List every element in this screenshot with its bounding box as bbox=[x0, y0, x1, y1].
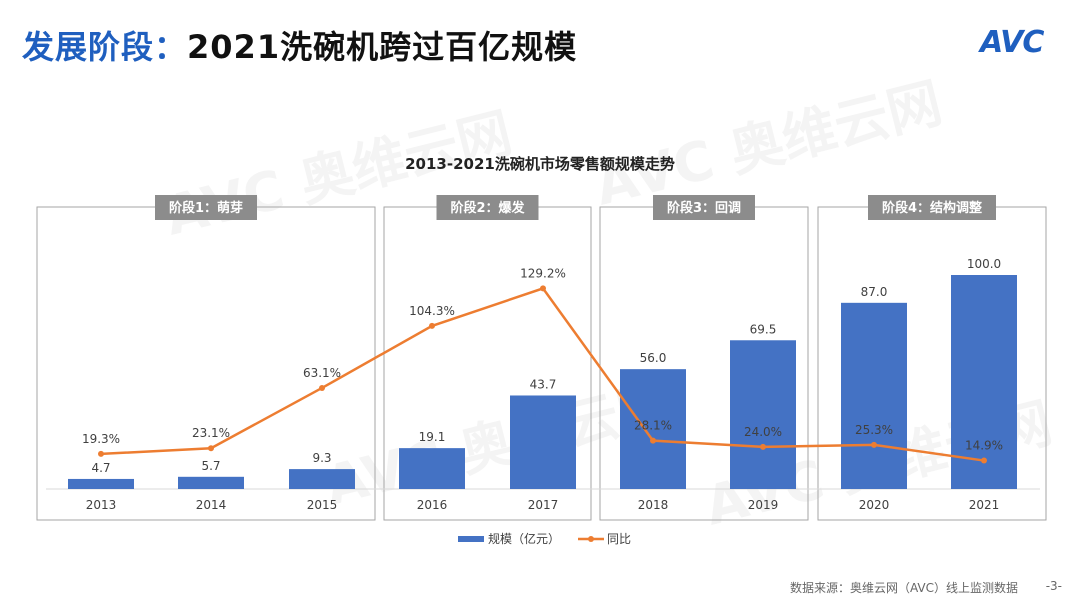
bar bbox=[730, 340, 796, 489]
bar bbox=[68, 478, 134, 489]
stage-label-bg bbox=[653, 195, 755, 220]
bar bbox=[841, 302, 907, 489]
legend-bar-label: 规模（亿元） bbox=[488, 531, 560, 546]
x-tick-label: 2015 bbox=[307, 498, 338, 512]
yoy-point bbox=[540, 285, 546, 292]
legend-line-label: 同比 bbox=[607, 532, 631, 546]
chart-title: 2013-2021洗碗机市场零售额规模走势 bbox=[405, 155, 675, 173]
stage-label-bg bbox=[436, 195, 539, 220]
yoy-point bbox=[760, 443, 766, 450]
yoy-point bbox=[208, 445, 214, 452]
yoy-value-label: 63.1% bbox=[303, 366, 341, 380]
bar bbox=[510, 395, 576, 489]
bar bbox=[951, 275, 1017, 489]
x-tick-label: 2017 bbox=[528, 498, 559, 512]
yoy-point bbox=[981, 457, 987, 464]
bar-value-label: 56.0 bbox=[640, 351, 667, 365]
legend-bar-swatch bbox=[458, 536, 484, 542]
yoy-value-label: 104.3% bbox=[409, 304, 455, 318]
stage-label-bg bbox=[155, 195, 257, 220]
yoy-value-label: 129.2% bbox=[520, 266, 566, 280]
yoy-point bbox=[429, 322, 435, 329]
bar-value-label: 9.3 bbox=[312, 451, 331, 465]
legend-line-marker bbox=[588, 536, 594, 542]
yoy-value-label: 23.1% bbox=[192, 426, 230, 440]
page-title-prefix: 发展阶段： bbox=[22, 28, 188, 66]
x-tick-label: 2018 bbox=[638, 498, 669, 512]
bar-value-label: 100.0 bbox=[967, 257, 1001, 271]
x-tick-label: 2020 bbox=[859, 498, 890, 512]
bar-value-label: 69.5 bbox=[750, 322, 777, 336]
yoy-value-label: 14.9% bbox=[965, 439, 1003, 453]
page-number: -3- bbox=[1045, 579, 1062, 593]
bar-value-label: 87.0 bbox=[861, 285, 888, 299]
x-tick-label: 2021 bbox=[969, 498, 1000, 512]
yoy-point bbox=[98, 450, 104, 457]
x-tick-label: 2014 bbox=[196, 498, 227, 512]
avc-logo: AVC bbox=[980, 25, 1044, 60]
bar bbox=[399, 448, 465, 489]
bar-value-label: 5.7 bbox=[201, 459, 220, 473]
yoy-value-label: 19.3% bbox=[82, 432, 120, 446]
x-tick-label: 2013 bbox=[86, 498, 117, 512]
yoy-value-label: 28.1% bbox=[634, 419, 672, 433]
yoy-point bbox=[871, 441, 877, 448]
stage-label: 阶段4：结构调整 bbox=[882, 200, 983, 216]
bar bbox=[178, 476, 244, 489]
x-tick-label: 2016 bbox=[417, 498, 448, 512]
yoy-value-label: 24.0% bbox=[744, 425, 782, 439]
bar bbox=[289, 469, 355, 489]
stage-label: 阶段2：爆发 bbox=[450, 200, 525, 216]
stage-label: 阶段1：萌芽 bbox=[169, 200, 243, 216]
stage-label-bg bbox=[868, 195, 996, 220]
yoy-value-label: 25.3% bbox=[855, 423, 893, 437]
bar-value-label: 4.7 bbox=[91, 461, 110, 475]
bar bbox=[620, 369, 686, 489]
yoy-point bbox=[319, 384, 325, 391]
yoy-point bbox=[650, 437, 656, 444]
x-tick-label: 2019 bbox=[748, 498, 779, 512]
bar-value-label: 43.7 bbox=[530, 377, 557, 391]
page-title-main: 2021洗碗机跨过百亿规模 bbox=[187, 28, 578, 66]
stage-label: 阶段3：回调 bbox=[667, 200, 741, 216]
page-title: 发展阶段：2021洗碗机跨过百亿规模 bbox=[22, 22, 577, 68]
data-source-note: 数据来源：奥维云网（AVC）线上监测数据 bbox=[789, 581, 1018, 595]
bar-value-label: 19.1 bbox=[419, 430, 446, 444]
